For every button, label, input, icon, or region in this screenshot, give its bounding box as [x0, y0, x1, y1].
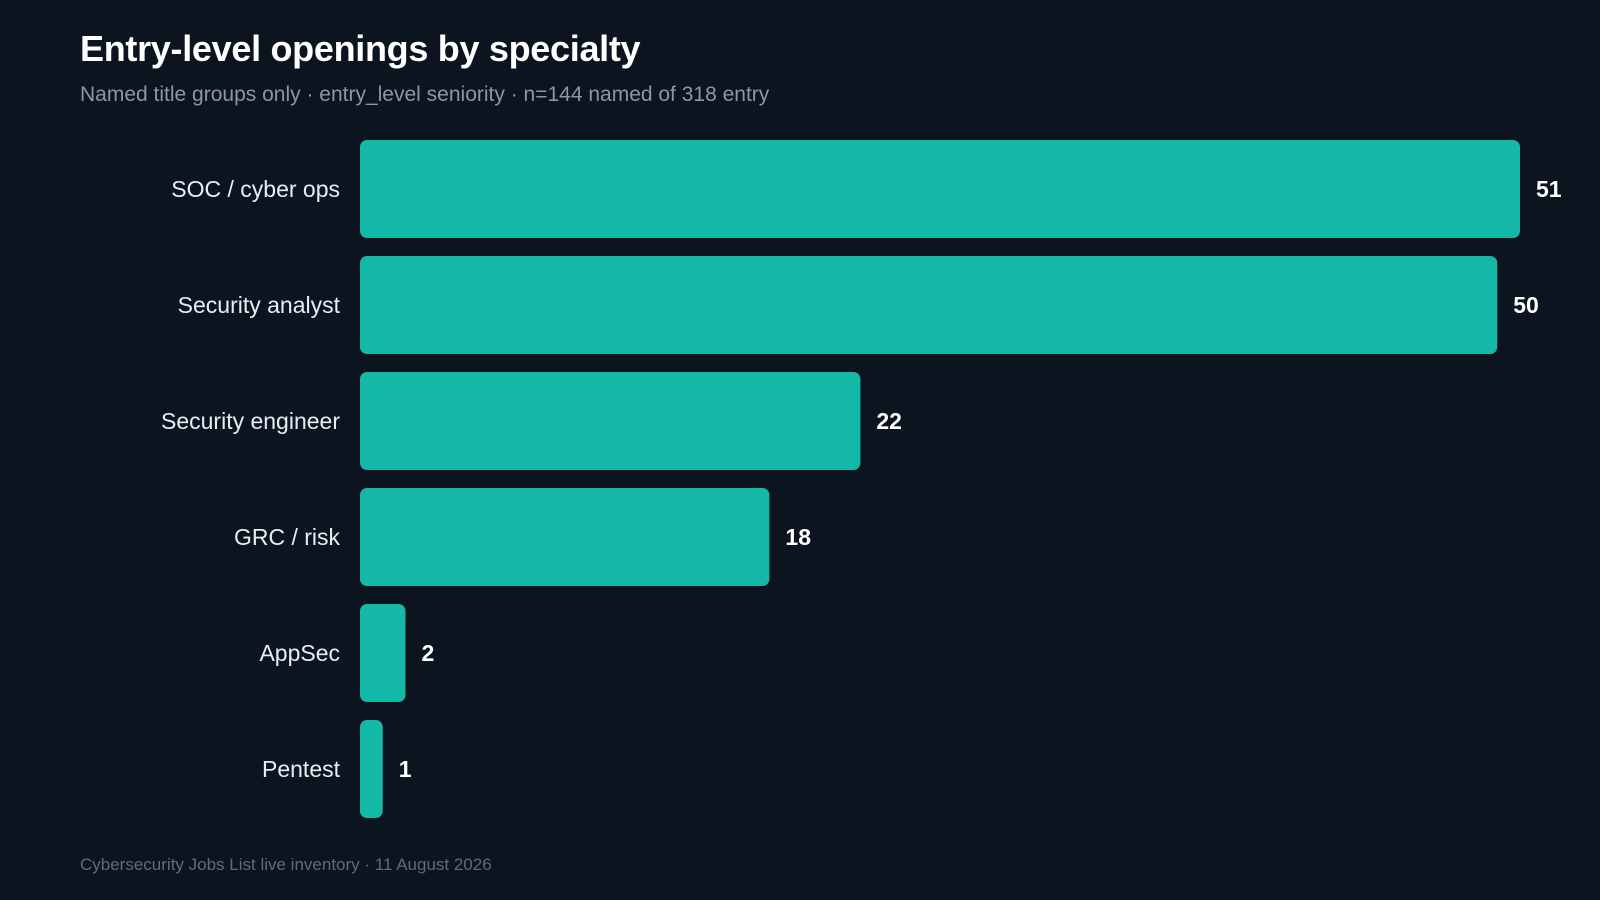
- value-label: 22: [876, 408, 902, 434]
- category-label: Security engineer: [161, 408, 340, 434]
- category-label: GRC / risk: [234, 524, 341, 550]
- bar: [360, 720, 383, 818]
- category-label: Security analyst: [178, 292, 341, 318]
- category-label: Pentest: [262, 756, 341, 782]
- bar: [360, 604, 406, 702]
- bar: [360, 256, 1498, 354]
- category-label: SOC / cyber ops: [171, 176, 340, 202]
- bar: [360, 372, 861, 470]
- value-label: 18: [785, 524, 811, 550]
- bar: [360, 140, 1520, 238]
- chart-title: Entry-level openings by specialty: [80, 28, 641, 69]
- source-footer: Cybersecurity Jobs List live inventory ·…: [80, 855, 492, 874]
- category-label: AppSec: [259, 640, 340, 666]
- value-label: 51: [1536, 176, 1562, 202]
- value-label: 50: [1513, 292, 1539, 318]
- value-label: 2: [421, 640, 434, 666]
- value-label: 1: [399, 756, 412, 782]
- bar: [360, 488, 770, 586]
- chart-subtitle: Named title groups only · entry_level se…: [80, 83, 770, 106]
